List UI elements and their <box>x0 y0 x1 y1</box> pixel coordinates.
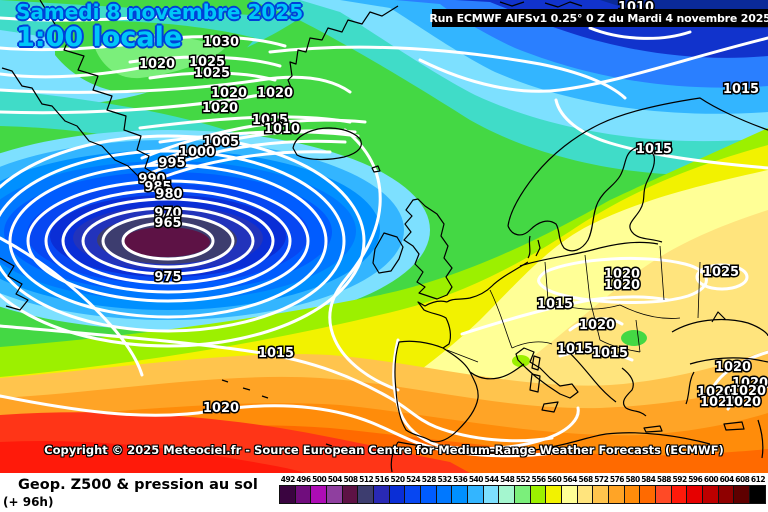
pressure-label: 985 <box>144 180 171 195</box>
legend-item: 492 <box>279 475 296 504</box>
pressure-label: 1015 <box>636 142 672 157</box>
pressure-label: 1020 <box>604 267 640 282</box>
pressure-label: 1020 <box>202 101 238 116</box>
legend-item: 608 <box>733 475 751 504</box>
pressure-label: 1020 <box>257 86 293 101</box>
legend-item: 552 <box>514 475 531 504</box>
legend-item: 504 <box>326 475 343 504</box>
copyright-text: Copyright © 2025 Meteociel.fr - Source E… <box>44 443 724 457</box>
pressure-label: 1015 <box>258 346 294 361</box>
footer-bar: Geop. Z500 & pression au sol (+ 96h) 492… <box>0 473 768 512</box>
pressure-label: 1020 <box>732 376 768 391</box>
legend-item: 560 <box>545 475 563 504</box>
pressure-label: 995 <box>158 156 185 171</box>
pressure-label: 1015 <box>537 297 573 312</box>
pressure-label: 1015 <box>592 346 628 361</box>
pressure-label: 1020 <box>725 395 761 410</box>
pressure-label: 1010 <box>264 122 300 137</box>
legend-item: 576 <box>608 475 625 504</box>
legend-item: 592 <box>670 475 688 504</box>
legend-item: 596 <box>686 475 704 504</box>
pressure-label: 1020 <box>697 385 733 400</box>
pressure-label: 1030 <box>203 35 239 50</box>
pressure-label: 1020 <box>700 395 736 410</box>
legend-item: 612 <box>749 475 766 504</box>
pressure-label: 1025 <box>189 55 225 70</box>
legend-item: 524 <box>404 475 422 504</box>
weather-map: 1030 1025 1025 1020 1020 1020 1020 1015 1010 1005… <box>0 0 768 473</box>
legend-item: 588 <box>655 475 672 504</box>
pressure-label: 990 <box>138 172 165 187</box>
legend-item: 500 <box>310 475 328 504</box>
legend-item: 604 <box>717 475 735 504</box>
color-scale-legend: 492 496 500 504 508 512 516 520 524 528 532 536 540 5… <box>279 475 766 504</box>
pressure-label: 1015 <box>252 113 288 128</box>
legend-item: 580 <box>623 475 641 504</box>
pressure-label: 1020 <box>604 278 640 293</box>
isobar-lines <box>0 10 768 458</box>
legend-item: 564 <box>561 475 578 504</box>
legend-item: 516 <box>373 475 390 504</box>
pressure-label: 1020 <box>211 86 247 101</box>
pressure-label: 965 <box>154 216 181 231</box>
forecast-local-time: 1:00 locale <box>16 22 183 53</box>
legend-item: 568 <box>576 475 594 504</box>
legend-item: 572 <box>592 475 610 504</box>
pressure-label: 1015 <box>723 82 759 97</box>
pressure-label: 980 <box>155 187 182 202</box>
pressure-label: 1020 <box>139 57 175 72</box>
legend-item: 548 <box>498 475 516 504</box>
legend-item: 520 <box>388 475 406 504</box>
model-run-banner: Run ECMWF AIFSv1 0.25° 0 Z du Mardi 4 no… <box>429 9 768 27</box>
chart-title: Geop. Z500 & pression au sol <box>18 477 258 493</box>
legend-item: 584 <box>639 475 657 504</box>
forecast-hour: (+ 96h) <box>3 495 54 509</box>
coastlines <box>0 0 768 473</box>
date-banner: Samedi 8 novembre 2025 1:00 locale <box>16 2 303 52</box>
country-borders <box>446 245 701 363</box>
legend-item: 496 <box>294 475 312 504</box>
pressure-label: 975 <box>154 270 181 285</box>
legend-item: 508 <box>341 475 359 504</box>
pressure-label: 1020 <box>730 384 766 399</box>
legend-item: 540 <box>467 475 484 504</box>
forecast-date: Samedi 8 novembre 2025 <box>16 0 304 24</box>
legend-item: 544 <box>482 475 500 504</box>
legend-cells: 492 496 500 504 508 512 516 520 524 528 532 536 540 5… <box>279 475 766 504</box>
legend-item: 600 <box>702 475 719 504</box>
legend-item: 556 <box>529 475 547 504</box>
pressure-label: 1015 <box>557 342 593 357</box>
legend-item: 536 <box>451 475 469 504</box>
pressure-label: 1000 <box>179 145 215 160</box>
pressure-label: 970 <box>154 206 181 221</box>
pressure-label: 1005 <box>203 135 239 150</box>
legend-item: 532 <box>435 475 453 504</box>
pressure-label: 1020 <box>203 401 239 416</box>
pressure-label: 1020 <box>579 318 615 333</box>
legend-item: 528 <box>420 475 437 504</box>
pressure-label: 1020 <box>715 360 751 375</box>
pressure-label: 1025 <box>194 66 230 81</box>
legend-item: 512 <box>357 475 375 504</box>
pressure-label: 1025 <box>703 265 739 280</box>
